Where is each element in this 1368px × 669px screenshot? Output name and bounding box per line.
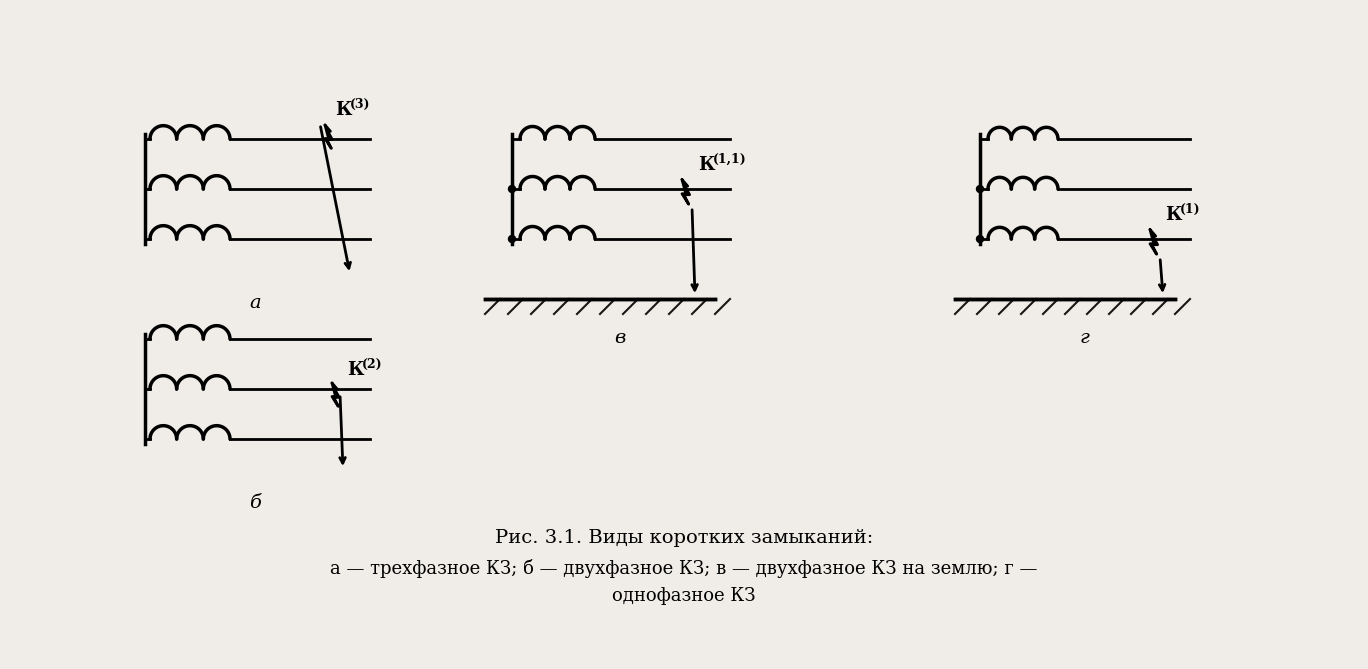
- Circle shape: [977, 185, 984, 193]
- Text: (3): (3): [350, 98, 371, 111]
- Text: в: в: [614, 329, 625, 347]
- Text: К: К: [1166, 206, 1182, 224]
- Text: К: К: [335, 101, 352, 119]
- Circle shape: [509, 185, 516, 193]
- Text: (1): (1): [1181, 203, 1201, 216]
- Text: Рис. 3.1. Виды коротких замыканий:: Рис. 3.1. Виды коротких замыканий:: [495, 529, 873, 547]
- Text: К: К: [698, 156, 714, 174]
- Text: а: а: [249, 294, 261, 312]
- Circle shape: [509, 235, 516, 242]
- Circle shape: [977, 235, 984, 242]
- Text: (2): (2): [363, 358, 383, 371]
- Text: а — трехфазное КЗ; б — двухфазное КЗ; в — двухфазное КЗ на землю; г —: а — трехфазное КЗ; б — двухфазное КЗ; в …: [330, 559, 1038, 578]
- Text: К: К: [347, 361, 364, 379]
- Text: однофазное КЗ: однофазное КЗ: [613, 587, 755, 605]
- Text: б: б: [249, 494, 261, 512]
- Text: (1,1): (1,1): [713, 153, 747, 166]
- Text: г: г: [1081, 329, 1090, 347]
